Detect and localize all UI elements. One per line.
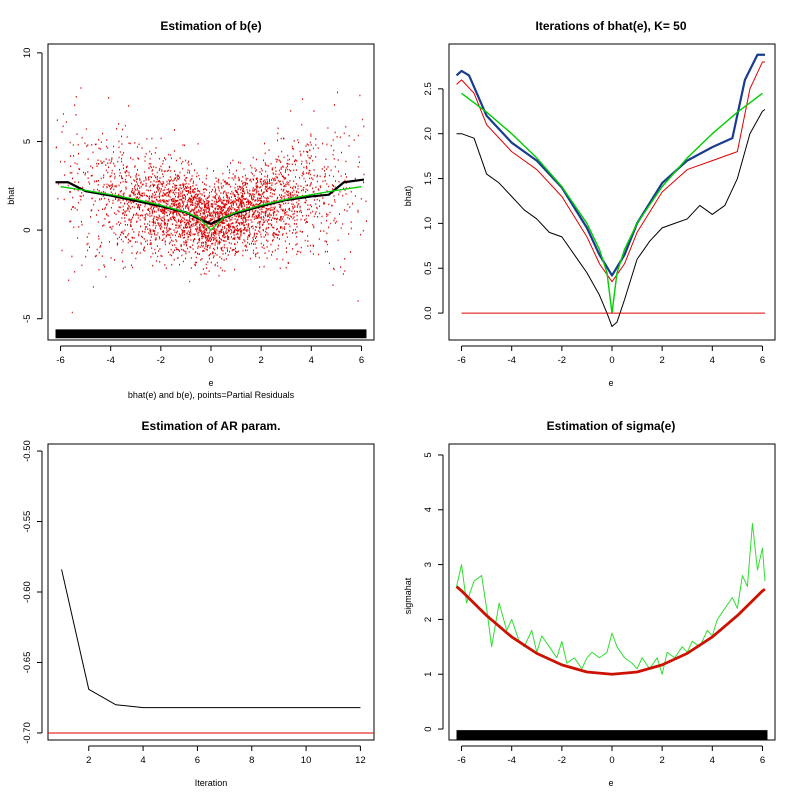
- x-tick-label: 2: [660, 755, 665, 766]
- panel2-title: Iterations of bhat(e), K= 50: [535, 19, 686, 33]
- x-tick-label: -2: [558, 355, 566, 366]
- x-tick-label: 10: [301, 755, 312, 766]
- panel1-marks: -6 -4 -2 0 2 4 6 -5 0 5 10: [22, 48, 367, 366]
- panel4-ylabel: sigmahat: [403, 577, 413, 614]
- x-tick-label: 2: [259, 355, 264, 366]
- x-tick-label: 0: [208, 355, 213, 366]
- y-tick-label: 5: [22, 139, 33, 144]
- series-line-intermediate-iteration: [456, 61, 765, 283]
- y-tick-label: 0.0: [423, 306, 434, 319]
- x-tick-label: 8: [249, 755, 254, 766]
- x-tick-label: -6: [56, 355, 64, 366]
- panel1-ylabel: bhat: [6, 187, 16, 205]
- panel4-xlabel: e: [608, 778, 613, 788]
- x-tick-label: 4: [710, 355, 715, 366]
- x-tick-label: -4: [507, 355, 515, 366]
- panel-estimation-b: Estimation of b(e) -6 -4 -2 0 2 4 6 -5 0 5 10 e bh…: [6, 19, 375, 400]
- y-tick-label: 0.5: [423, 262, 434, 275]
- panel3-title: Estimation of AR param.: [142, 419, 281, 433]
- panel3-xlabel: Iteration: [195, 778, 228, 788]
- y-tick-label: 2: [423, 617, 434, 622]
- y-tick-label: -0.55: [22, 511, 33, 533]
- series-line-sigmahat-e-: [456, 522, 766, 675]
- y-tick-label: -0.70: [22, 722, 33, 744]
- y-tick-label: 10: [22, 48, 33, 59]
- panel4-plot-frame: [448, 443, 776, 741]
- partial-residual-points: [55, 87, 367, 314]
- x-tick-label: 4: [309, 355, 314, 366]
- y-tick-label: 0: [423, 726, 434, 731]
- panel1-title: Estimation of b(e): [160, 19, 261, 33]
- series-line-sigma-e-: [455, 585, 766, 676]
- x-tick-label: -4: [507, 755, 515, 766]
- x-tick-label: -2: [558, 755, 566, 766]
- panel3-marks: 2 4 6 8 10 12 -0.70 -0.65 -0.60 -0.55 -0.50: [22, 440, 374, 766]
- x-tick-label: 6: [195, 755, 200, 766]
- y-tick-label: -0.50: [22, 440, 33, 462]
- panel2-marks: -6 -4 -2 0 2 4 6 0.0 0.5 1.0 1.5 2.0 2.5: [423, 53, 766, 366]
- y-tick-label: -0.65: [22, 652, 33, 674]
- series-line-ar-estimate: [61, 569, 361, 709]
- series-line-final-iteration: [455, 53, 765, 277]
- panel1-xlabel: e: [208, 378, 213, 388]
- y-tick-label: 3: [423, 562, 434, 567]
- x-tick-label: -4: [106, 355, 114, 366]
- y-tick-label: 2.5: [423, 82, 434, 95]
- x-tick-label: 0: [609, 755, 614, 766]
- panel4-marks: -6 -4 -2 0 2 4 6 0 1 2 3 4 5: [423, 452, 768, 766]
- x-tick-label: 0: [609, 355, 614, 366]
- panel-iterations-bhat: Iterations of bhat(e), K= 50 -6 -4 -2 0 2 4 6 0…: [403, 19, 776, 388]
- series-line-true-b-e-: [461, 92, 763, 314]
- y-tick-label: -5: [22, 315, 33, 323]
- panel2-xlabel: e: [608, 378, 613, 388]
- scatter-dots: [55, 87, 367, 314]
- x-tick-label: -6: [457, 755, 465, 766]
- x-tick-label: 6: [760, 755, 765, 766]
- y-tick-label: 5: [423, 452, 434, 457]
- y-tick-label: 4: [423, 507, 434, 512]
- y-tick-label: 0: [22, 227, 33, 232]
- rug-band: [456, 730, 768, 740]
- x-tick-label: -2: [157, 355, 165, 366]
- x-tick-label: 12: [355, 755, 366, 766]
- x-tick-label: 2: [660, 355, 665, 366]
- panel-sigma: Estimation of sigma(e) -6 -4 -2 0 2 4 6012345 …: [403, 419, 776, 788]
- series-line-bhat-e-: [55, 178, 365, 225]
- x-tick-label: 6: [359, 355, 364, 366]
- panel2-ylabel: bhat): [403, 186, 413, 207]
- x-tick-label: -6: [457, 355, 465, 366]
- y-tick-label: 2.0: [423, 127, 434, 140]
- x-tick-label: 4: [710, 755, 715, 766]
- panel4-title: Estimation of sigma(e): [547, 419, 676, 433]
- y-tick-label: -0.60: [22, 581, 33, 603]
- y-tick-label: 1: [423, 672, 434, 677]
- x-tick-label: 2: [86, 755, 91, 766]
- rug-band: [55, 329, 367, 339]
- series-line-iteration-1: [456, 109, 766, 328]
- x-tick-label: 6: [760, 355, 765, 366]
- panel1-plot-frame: [47, 43, 375, 341]
- panel1-subtitle: bhat(e) and b(e), points=Partial Residua…: [128, 390, 295, 400]
- y-tick-label: 1.0: [423, 217, 434, 230]
- panel2-plot-frame: [448, 43, 776, 341]
- panel-ar-param: Estimation of AR param. 2 4 6 8 10 12 -0.70 -0.…: [22, 419, 375, 788]
- y-tick-label: 1.5: [423, 172, 434, 185]
- series-line-b-e-: [60, 186, 362, 231]
- panel3-plot-frame: [47, 443, 375, 741]
- x-tick-label: 4: [140, 755, 145, 766]
